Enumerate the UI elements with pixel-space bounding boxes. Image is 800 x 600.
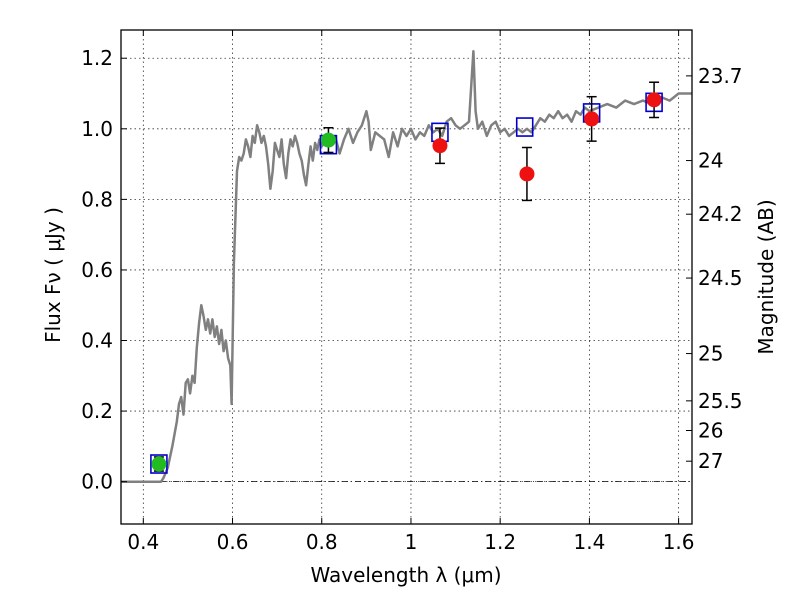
- right-tick-label: 23.7: [698, 64, 743, 88]
- right-tick-label: 24.2: [698, 202, 743, 226]
- photometry-point: [320, 126, 336, 154]
- y-tick-label: 0.2: [81, 399, 113, 423]
- right-tick-label: 26: [698, 418, 723, 442]
- photometry-point-layer: [151, 81, 662, 472]
- y-tick-label: 0.6: [81, 258, 113, 282]
- x-tick-label: 0.4: [127, 530, 159, 554]
- x-tick-label: 1.4: [573, 530, 605, 554]
- x-tick-label: 0.8: [306, 530, 338, 554]
- x-tick-label: 1.6: [663, 530, 695, 554]
- right-axis-label: Magnitude (AB): [754, 199, 778, 354]
- right-tick-label: 25.5: [698, 389, 743, 413]
- x-axis-label: Wavelength λ (μm): [310, 563, 501, 587]
- data-point-marker: [519, 166, 535, 182]
- right-tick-label: 25: [698, 342, 723, 366]
- y-tick-label: 0.4: [81, 329, 113, 353]
- x-tick-label: 1.2: [484, 530, 516, 554]
- model-square-marker: [515, 117, 534, 137]
- data-point-marker: [320, 132, 336, 148]
- photometry-point: [151, 456, 167, 472]
- data-point-marker: [432, 138, 448, 154]
- model-square-marker: [150, 454, 168, 474]
- right-tick-label: 27: [698, 449, 723, 473]
- spectrum-line: [121, 49, 692, 483]
- data-point-marker: [151, 456, 167, 472]
- model-square-layer: [150, 92, 663, 474]
- photometry-point: [584, 95, 600, 142]
- photometry-point: [432, 127, 448, 165]
- photometry-point: [646, 81, 662, 119]
- spectrum-layer: [121, 49, 692, 483]
- y-tick-label: 1.0: [81, 117, 113, 141]
- y-axis-label: Flux Fν ( μJy ): [41, 207, 65, 343]
- plot-frame: [120, 29, 693, 525]
- y-tick-label: 1.2: [81, 46, 113, 70]
- right-tick-label: 24.5: [698, 266, 743, 290]
- x-tick-label: 0.6: [217, 530, 249, 554]
- data-point-marker: [646, 92, 662, 108]
- data-point-marker: [584, 111, 600, 127]
- right-tick-label: 24: [698, 149, 723, 173]
- y-tick-label: 0.0: [81, 470, 113, 494]
- photometry-point: [519, 146, 535, 202]
- y-tick-label: 0.8: [81, 187, 113, 211]
- x-tick-label: 1: [405, 530, 418, 554]
- tick-layer: 0.4 0.6 0.8 1 1.2 1.4 1.6 0.0 0.2 0.4 0.6 0.8 1.0 1.2…: [81, 30, 743, 554]
